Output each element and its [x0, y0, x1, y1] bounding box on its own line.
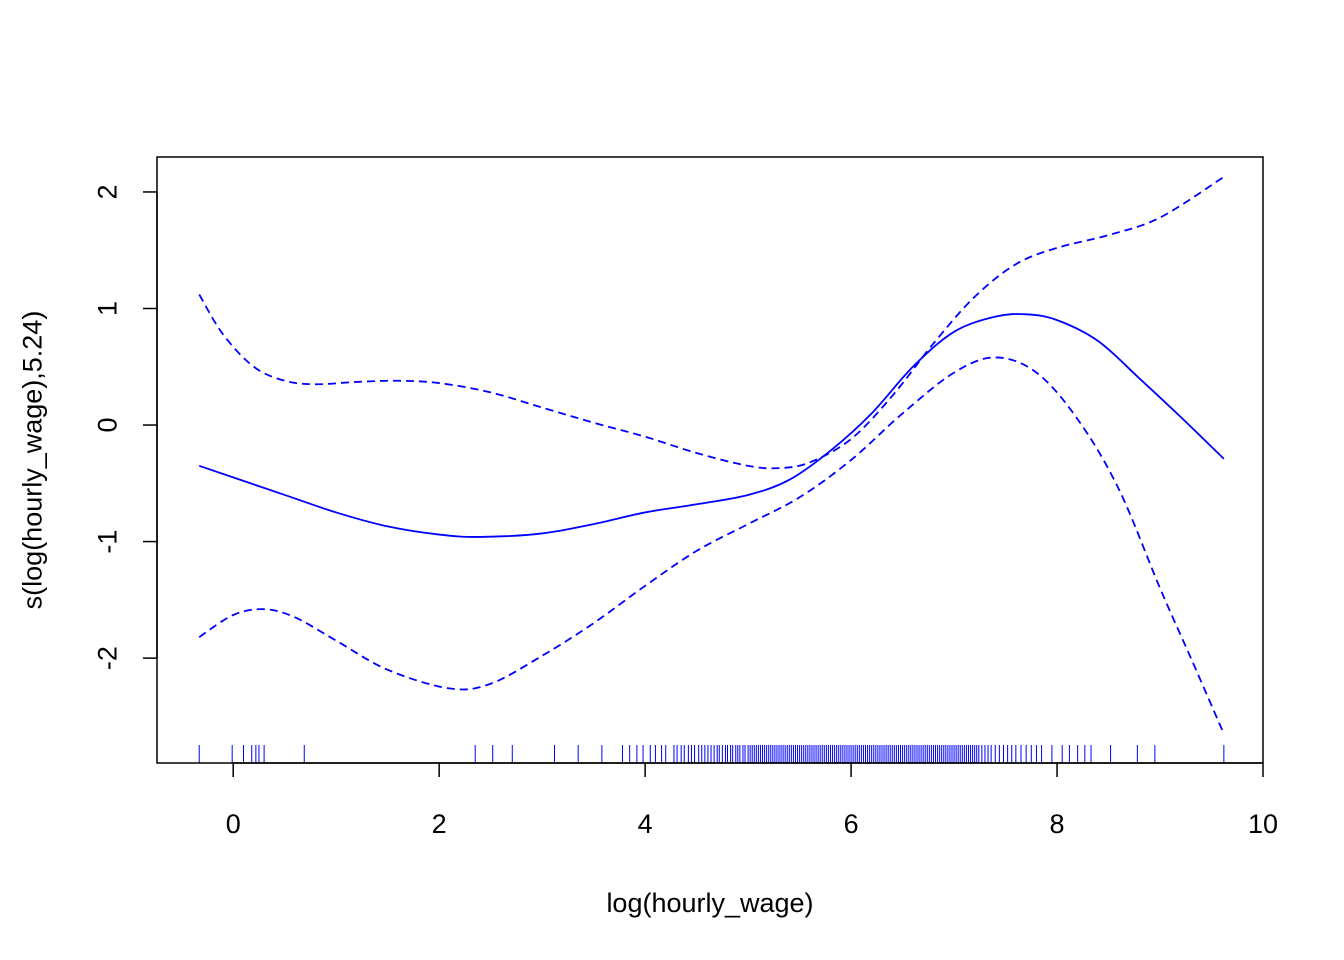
y-axis-title: s(log(hourly_wage),5.24) [17, 311, 47, 610]
y-tick-label: 0 [92, 418, 122, 433]
x-tick-label: 0 [226, 809, 241, 839]
x-tick-label: 2 [432, 809, 447, 839]
rug-marks [198, 745, 1225, 763]
x-tick-label: 6 [844, 809, 859, 839]
x-tick-label: 10 [1248, 809, 1278, 839]
y-tick-label: -2 [92, 646, 122, 670]
x-axis: 0 2 4 6 8 10 [226, 762, 1278, 839]
x-tick-label: 8 [1050, 809, 1065, 839]
y-tick-label: 2 [92, 184, 122, 199]
y-tick-label: -1 [92, 530, 122, 554]
plot-frame [156, 156, 1264, 764]
y-tick-label: 1 [92, 301, 122, 316]
x-tick-label: 4 [638, 809, 653, 839]
lower-ci-line [198, 356, 1225, 735]
estimate-line [198, 313, 1225, 538]
x-axis-title: log(hourly_wage) [606, 888, 813, 918]
upper-ci-line [198, 176, 1225, 470]
smooth-lines [198, 176, 1225, 735]
y-axis: -2 -1 0 1 2 [92, 184, 158, 670]
